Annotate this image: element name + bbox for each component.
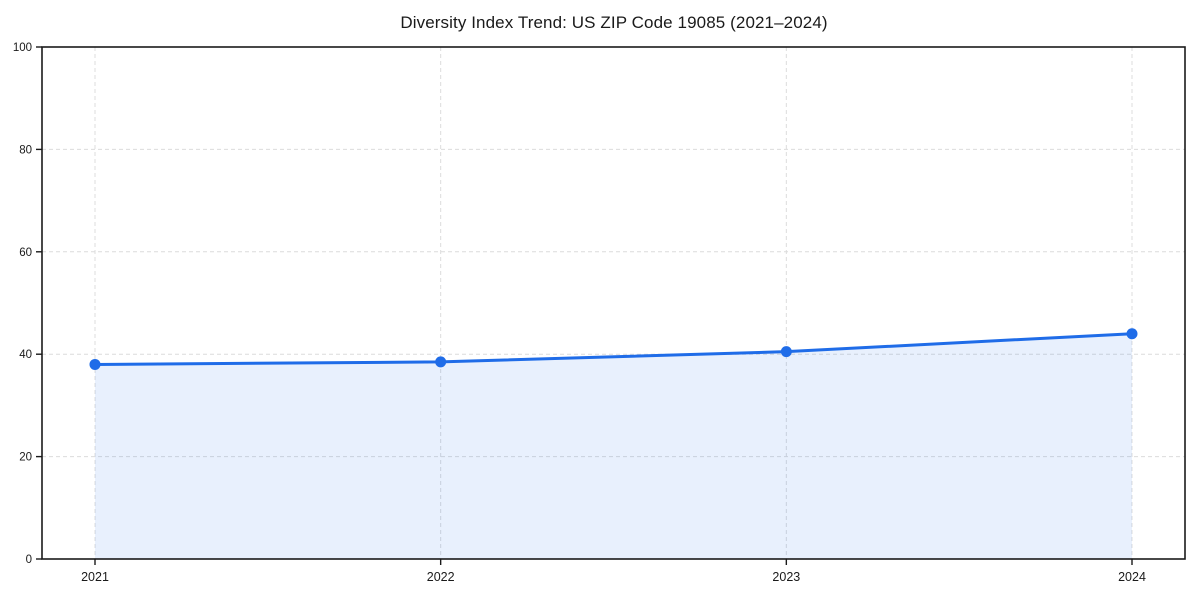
- y-tick-label: 40: [19, 349, 32, 361]
- plot-border: [41, 46, 1186, 560]
- data-point-2024: [1126, 328, 1138, 340]
- y-tick-label: 100: [13, 42, 32, 54]
- y-tick-label: 80: [19, 144, 32, 156]
- x-tick-label: 2021: [81, 570, 109, 584]
- x-tick-label: 2023: [772, 570, 800, 584]
- x-tick-label: 2022: [427, 570, 455, 584]
- y-tick-label: 20: [19, 452, 32, 464]
- data-point-2021: [89, 358, 101, 370]
- trend-line: [93, 332, 1134, 366]
- chart-title: Diversity Index Trend: US ZIP Code 19085…: [400, 13, 828, 32]
- area-fill: [95, 333, 1132, 559]
- x-tick-label: 2024: [1118, 570, 1146, 584]
- data-point-2022: [435, 356, 447, 368]
- y-tick-label: 0: [26, 554, 32, 566]
- data-point-2023: [780, 346, 792, 358]
- y-tick-label: 60: [19, 247, 32, 259]
